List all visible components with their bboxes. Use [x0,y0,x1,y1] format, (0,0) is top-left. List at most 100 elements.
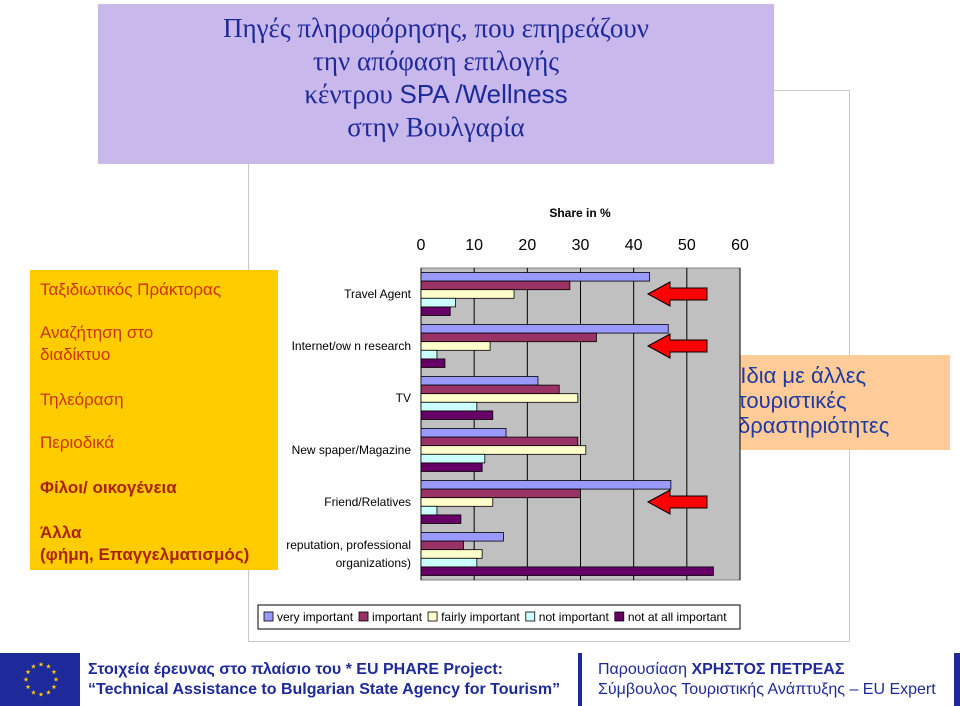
bar-2-3 [420,401,478,412]
category-label: reputation, professional [286,538,411,552]
title-line-2: την απόφαση επιλογής [313,46,559,76]
legend [257,604,741,630]
legend-label-1: important [372,610,423,624]
note-line-1: Ίδια με άλλες [738,363,867,388]
legend-swatch-2 [427,611,438,622]
eu-flag-icon [6,655,76,704]
title-line-3-a: κέντρου [304,79,400,109]
eu-star [25,669,31,675]
x-tick-label: 0 [417,237,426,254]
greek-label-other-2: (φήμη, Επαγγελματισμός) [40,545,250,564]
x-tick-label: 30 [572,237,590,254]
legend-swatch-4 [614,611,625,622]
legend-label-2: fairly important [441,610,520,624]
eu-star [23,676,29,682]
title-box: Πηγές πληροφόρησης, που επηρεάζουν την α… [98,4,774,164]
greek-label-magazine: Περιοδικά [40,433,115,452]
title-line-3-b: SPA /Wellness [399,79,568,109]
eu-star [31,689,36,695]
bar-5-3 [420,557,478,568]
eu-star [25,684,31,690]
greek-label-travel-agent: Ταξιδιωτικός Πράκτορας [40,280,222,299]
greek-label-other-1: Άλλα [40,523,82,542]
eu-star [38,661,44,667]
legend-label-0: very important [277,610,354,624]
x-axis-title: Share in % [549,206,611,220]
bar-1-4 [420,358,446,368]
greek-label-friends: Φίλοι/ οικογένεια [40,478,177,497]
bar-2-2 [420,393,579,403]
bar-5-4 [420,566,714,576]
bar-3-1 [420,436,579,447]
x-tick-label: 10 [465,237,483,254]
legend-swatch-1 [358,611,369,622]
note-line-3: δραστηριότητες [738,413,890,438]
eu-star [46,689,51,695]
greek-label-tv: Τηλεόραση [40,390,124,409]
x-tick-label: 60 [731,237,749,254]
bar-0-4 [420,306,451,316]
bar-1-1 [420,332,597,343]
bar-4-0 [420,480,672,490]
bar-3-3 [420,453,486,464]
eu-star [38,691,44,697]
x-tick-label: 50 [678,237,696,254]
bar-4-2 [420,497,494,507]
footer-right-line-2: Σύμβουλος Τουριστικής Ανάπτυξης – EU Exp… [598,681,936,698]
legend-swatch-3 [525,611,536,622]
bar-1-0 [420,324,669,334]
bar-3-2 [420,445,587,455]
note-box: Ίδια με άλλες τουριστικές δραστηριότητες [728,355,950,450]
footer-project-info: Στοιχεία έρευνας στο πλαίσιο του * EU PH… [80,653,578,706]
title-line-1: Πηγές πληροφόρησης, που επηρεάζουν [222,13,649,43]
bar-0-1 [420,280,571,291]
bar-1-2 [420,341,491,351]
eu-star [53,676,59,682]
footer-author-info: Παρουσίαση ΧΡΗΣΤΟΣ ΠΕΤΡΕΑΣ Σύμβουλος Του… [582,653,954,706]
bar-3-4 [420,462,483,472]
bar-2-1 [420,384,560,395]
category-label: New spaper/Magazine [292,443,412,457]
arrow-1 [646,333,708,359]
bar-2-4 [420,410,494,420]
title-line-4: στην Βουλγαρία [347,112,525,142]
legend-label-3: not important [539,610,610,624]
legend-swatch-0 [263,611,274,622]
category-label: Travel Agent [344,287,412,301]
bar-4-4 [420,514,462,524]
greek-label-box: Ταξιδιωτικός Πράκτορας Αναζήτηση στο δια… [30,270,278,570]
greek-label-internet-1: Αναζήτηση στο [40,323,154,342]
bar-4-3 [420,505,438,516]
legend-label-4: not at all important [628,610,727,624]
bar-1-3 [420,349,438,360]
note-line-2: τουριστικές [738,388,847,413]
bar-2-0 [420,376,539,386]
bar-5-2 [420,549,483,559]
arrow-2 [646,489,708,515]
bar-5-1 [420,540,464,551]
bar-3-0 [420,428,507,438]
greek-label-internet-2: διαδίκτυο [40,345,111,364]
footer-author-name: ΧΡΗΣΤΟΣ ΠΕΤΡΕΑΣ [691,661,845,678]
bar-5-0 [420,532,504,542]
x-tick-label: 40 [625,237,643,254]
bar-4-1 [420,488,581,499]
category-label: Friend/Relatives [324,495,411,509]
footer-right-line-1-a: Παρουσίαση [598,661,692,678]
footer-left-line-2: “Technical Assistance to Bulgarian State… [88,681,561,698]
eu-star [51,669,57,675]
eu-star [31,663,36,669]
bar-0-0 [420,272,651,282]
bar-0-3 [420,297,456,308]
arrow-0 [646,281,708,307]
footer-left-line-1: Στοιχεία έρευνας στο πλαίσιο του * EU PH… [88,661,503,678]
category-label: TV [396,391,411,405]
bar-0-2 [420,289,515,299]
footer-right-line-1: Παρουσίαση ΧΡΗΣΤΟΣ ΠΕΤΡΕΑΣ [598,661,844,679]
title-line-3: κέντρου SPA /Wellness [98,78,774,111]
eu-star [46,663,51,669]
category-label: Internet/ow n research [292,339,411,353]
category-label: organizations) [336,556,411,570]
eu-star [51,684,57,690]
